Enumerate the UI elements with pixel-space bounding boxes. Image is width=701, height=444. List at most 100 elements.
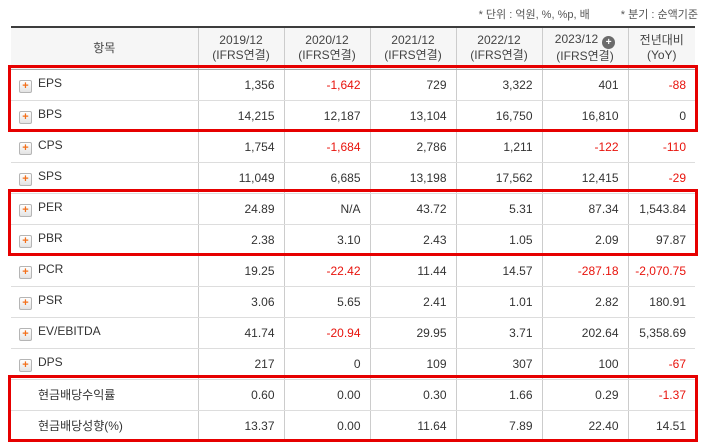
row-label-cell: 현금배당수익률 — [11, 378, 198, 411]
row-label: PCR — [38, 262, 64, 276]
row-label-cell: + EV/EBITDA — [11, 317, 198, 349]
value-cell: 14,215 — [197, 100, 284, 132]
table-row: + PSR 3.06 5.65 2.41 1.01 2.82 180.91 — [11, 286, 695, 318]
value-cell: 5,358.69 — [627, 317, 695, 349]
column-basis-label: (IFRS연결) — [556, 49, 614, 64]
value-cell: 0.00 — [283, 378, 370, 411]
row-label-cell: + EPS — [11, 69, 198, 101]
table-row: + EV/EBITDA 41.74 -20.94 29.95 3.71 202.64 5,35… — [11, 317, 695, 349]
column-header-2021-12: 2021/12 (IFRS연결) — [369, 27, 456, 70]
value-cell: 217 — [197, 348, 284, 380]
column-basis-label: (IFRS연결) — [212, 48, 270, 63]
row-label: 현금배당수익률 — [38, 388, 116, 402]
value-cell: 2.82 — [541, 286, 628, 318]
column-period-label: 2022/12 — [477, 33, 521, 48]
expand-column-icon[interactable]: + — [602, 36, 616, 50]
expand-row-icon[interactable]: + — [19, 266, 32, 279]
financial-ratio-table: 항목 2019/12 (IFRS연결) 2020/12 (IFRS연결) 2021/12… — [11, 26, 695, 442]
row-label-cell: + PBR — [11, 224, 198, 256]
value-cell: -2,070.75 — [627, 255, 695, 287]
value-cell: 13,104 — [369, 100, 456, 132]
expand-row-icon[interactable]: + — [19, 235, 32, 248]
value-cell: 1,211 — [455, 131, 542, 163]
value-cell: 0 — [627, 100, 695, 132]
value-cell: 2,786 — [369, 131, 456, 163]
column-period-label: 2020/12 — [305, 33, 349, 48]
column-header-yoy: 전년대비 (YoY) — [627, 27, 695, 70]
value-cell: 14.51 — [627, 410, 695, 442]
value-cell: -20.94 — [283, 317, 370, 349]
value-cell: -1,642 — [283, 69, 370, 101]
column-basis-label: (IFRS연결) — [470, 48, 528, 63]
row-label: EPS — [38, 76, 63, 90]
value-cell: 43.72 — [369, 193, 456, 225]
value-cell: 401 — [541, 69, 628, 101]
value-cell: 3.10 — [283, 224, 370, 256]
value-cell: 16,750 — [455, 100, 542, 132]
value-cell: 5.31 — [455, 193, 542, 225]
row-label: DPS — [38, 355, 63, 369]
row-label-cell: + BPS — [11, 100, 198, 132]
unit-note: * 단위 : 억원, %, %p, 배 — [478, 9, 590, 21]
value-cell: 87.34 — [541, 193, 628, 225]
expand-row-icon[interactable]: + — [19, 204, 32, 217]
expand-row-icon[interactable]: + — [19, 142, 32, 155]
value-cell: 16,810 — [541, 100, 628, 132]
row-label-cell: 현금배당성향(%) — [11, 410, 198, 442]
value-cell: 0.29 — [541, 378, 628, 411]
table-row: + PER 24.89 N/A 43.72 5.31 87.34 1,543.84 — [11, 193, 695, 225]
value-cell: 17,562 — [455, 162, 542, 194]
value-cell: 3.06 — [197, 286, 284, 318]
value-cell: 2.43 — [369, 224, 456, 256]
value-cell: 1.66 — [455, 378, 542, 411]
value-cell: -287.18 — [541, 255, 628, 287]
value-cell: 0.60 — [197, 378, 284, 411]
row-label: PBR — [38, 231, 63, 245]
table-row: + SPS 11,049 6,685 13,198 17,562 12,415 -29 — [11, 162, 695, 194]
column-period-label: 전년대비 — [639, 33, 684, 48]
value-cell: 0.00 — [283, 410, 370, 442]
value-cell: -22.42 — [283, 255, 370, 287]
expand-row-icon[interactable]: + — [19, 111, 32, 124]
expand-row-icon[interactable]: + — [19, 80, 32, 93]
column-header-item: 항목 — [11, 27, 198, 70]
value-cell: 22.40 — [541, 410, 628, 442]
expand-row-icon[interactable]: + — [19, 173, 32, 186]
column-header-2022-12: 2022/12 (IFRS연결) — [455, 27, 542, 70]
value-cell: 1,543.84 — [627, 193, 695, 225]
row-label-cell: + CPS — [11, 131, 198, 163]
value-cell: 24.89 — [197, 193, 284, 225]
value-cell: 11.44 — [369, 255, 456, 287]
table-row: + DPS 217 0 109 307 100 -67 — [11, 348, 695, 380]
value-cell: 1,754 — [197, 131, 284, 163]
value-cell: 13.37 — [197, 410, 284, 442]
basis-note: * 분기 : 순액기준 — [620, 9, 698, 21]
expand-row-icon[interactable]: + — [19, 359, 32, 372]
value-cell: 100 — [541, 348, 628, 380]
row-label-cell: + DPS — [11, 348, 198, 380]
row-label: PER — [38, 200, 63, 214]
value-cell: 1.05 — [455, 224, 542, 256]
value-cell: 12,187 — [283, 100, 370, 132]
row-label-cell: + PER — [11, 193, 198, 225]
value-cell: 1.01 — [455, 286, 542, 318]
value-cell: 3.71 — [455, 317, 542, 349]
value-cell: 729 — [369, 69, 456, 101]
table-row: + PBR 2.38 3.10 2.43 1.05 2.09 97.87 — [11, 224, 695, 256]
row-label-cell: + SPS — [11, 162, 198, 194]
row-label: BPS — [38, 107, 63, 121]
table-row: + BPS 14,215 12,187 13,104 16,750 16,810 0 — [11, 100, 695, 132]
value-cell: 19.25 — [197, 255, 284, 287]
table-header-row: 항목 2019/12 (IFRS연결) 2020/12 (IFRS연결) 2021/12… — [11, 27, 695, 70]
value-cell: 2.09 — [541, 224, 628, 256]
value-cell: 7.89 — [455, 410, 542, 442]
table-row: + PCR 19.25 -22.42 11.44 14.57 -287.18 -2,070.7… — [11, 255, 695, 287]
row-label: CPS — [38, 138, 63, 152]
value-cell: 2.41 — [369, 286, 456, 318]
expand-row-icon[interactable]: + — [19, 328, 32, 341]
column-basis-label: (IFRS연결) — [384, 48, 442, 63]
expand-row-icon[interactable]: + — [19, 297, 32, 310]
value-cell: 0 — [283, 348, 370, 380]
row-label: PSR — [38, 293, 63, 307]
